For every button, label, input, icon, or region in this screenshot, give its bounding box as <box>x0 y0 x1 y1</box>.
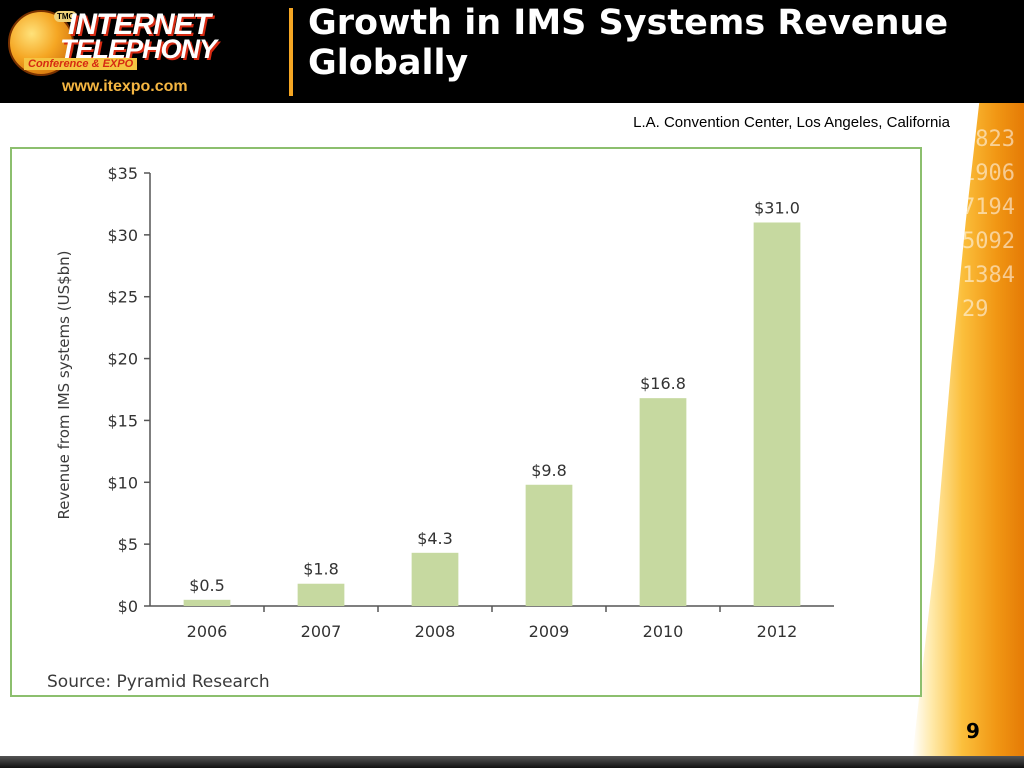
y-axis: $0 $5 $10 $15 $20 $25 $30 $35 <box>107 164 151 616</box>
data-labels: $0.5 $1.8 $4.3 $9.8 $16.8 $31.0 <box>189 198 800 594</box>
bar <box>753 222 801 606</box>
logo-wordmark-line1: INTERNET <box>68 8 211 41</box>
bar-value-label: $16.8 <box>640 374 686 393</box>
footer-bar <box>0 756 1024 768</box>
slide-header: TMC INTERNET TELEPHONY Conference & EXPO… <box>0 0 1024 103</box>
y-tick-label: $15 <box>107 411 138 430</box>
bar-value-label: $9.8 <box>531 461 567 480</box>
bar <box>639 398 687 606</box>
logo-tmc-badge: TMC <box>54 11 78 22</box>
logo-url: www.itexpo.com <box>62 78 188 95</box>
y-tick-label: $0 <box>118 597 138 616</box>
x-tick-label: 2006 <box>187 622 228 641</box>
bar-value-label: $0.5 <box>189 576 225 595</box>
venue-caption: L.A. Convention Center, Los Angeles, Cal… <box>633 114 950 131</box>
x-tick-label: 2008 <box>415 622 456 641</box>
bar-value-label: $1.8 <box>303 560 339 579</box>
bars <box>183 222 801 606</box>
chart-frame: $0 $5 $10 $15 $20 $25 $30 $35 2006 2007 2008 2009 2… <box>10 147 922 697</box>
source-note: Source: Pyramid Research <box>47 672 270 692</box>
y-tick-label: $30 <box>107 226 138 245</box>
bar-value-label: $4.3 <box>417 529 453 548</box>
x-axis: 2006 2007 2008 2009 2010 2012 <box>150 605 834 641</box>
title-divider <box>289 8 293 96</box>
y-tick-label: $25 <box>107 288 138 307</box>
x-tick-label: 2009 <box>529 622 570 641</box>
page-number: 9 <box>966 719 980 743</box>
decorative-side-band: 5823190671945092138429 <box>912 103 1024 760</box>
bar <box>525 484 573 606</box>
y-axis-title: Revenue from IMS systems (US$bn) <box>55 250 73 519</box>
x-tick-label: 2007 <box>301 622 342 641</box>
y-tick-label: $35 <box>107 164 138 183</box>
itexpo-logo: TMC INTERNET TELEPHONY Conference & EXPO… <box>0 0 290 103</box>
bar-value-label: $31.0 <box>754 198 800 217</box>
x-tick-label: 2010 <box>643 622 684 641</box>
y-tick-label: $10 <box>107 473 138 492</box>
bar <box>297 583 345 606</box>
bar <box>183 599 231 606</box>
x-tick-label: 2012 <box>757 622 798 641</box>
y-tick-label: $20 <box>107 350 138 369</box>
y-tick-label: $5 <box>118 535 138 554</box>
logo-tagline: Conference & EXPO <box>24 58 138 70</box>
slide-title: Growth in IMS Systems Revenue Globally <box>308 3 949 83</box>
decorative-digits: 5823190671945092138429 <box>962 127 1015 322</box>
revenue-bar-chart: $0$5$10$15$20$25$30$35 2006 2007 2008 2009 2… <box>55 164 834 641</box>
bar <box>411 552 459 606</box>
